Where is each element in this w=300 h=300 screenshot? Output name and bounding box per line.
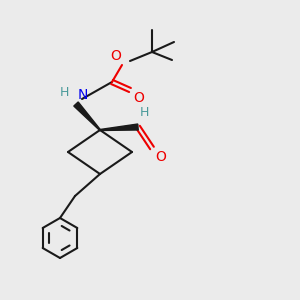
Text: O: O bbox=[110, 49, 121, 63]
Text: N: N bbox=[78, 88, 88, 102]
Text: H: H bbox=[60, 86, 69, 99]
Text: O: O bbox=[155, 150, 166, 164]
Polygon shape bbox=[100, 124, 138, 130]
Text: H: H bbox=[140, 106, 149, 119]
Polygon shape bbox=[74, 102, 100, 130]
Text: O: O bbox=[133, 91, 144, 105]
